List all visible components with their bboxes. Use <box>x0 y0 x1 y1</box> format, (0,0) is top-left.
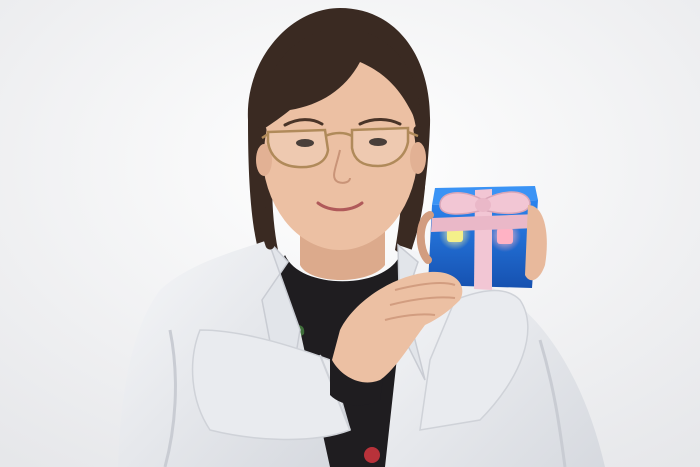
ribbon-bow-left <box>439 192 484 215</box>
right-hand-fingers <box>525 205 547 281</box>
finger-line <box>389 296 456 306</box>
led-light-pink-core <box>497 228 513 244</box>
left-hand <box>332 271 463 383</box>
eye <box>296 139 314 147</box>
sweater-flower <box>364 447 380 463</box>
right-sleeve <box>419 289 529 431</box>
finger-line <box>384 313 436 321</box>
ribbon-vertical <box>474 189 492 290</box>
hair-strand <box>253 125 275 250</box>
ribbon-knot <box>475 198 491 212</box>
eyebrow <box>358 118 402 126</box>
mouth <box>316 201 364 212</box>
right-hand-thumb <box>416 211 434 264</box>
eye <box>369 138 387 146</box>
nose <box>333 149 351 184</box>
gift-box <box>428 186 538 290</box>
ribbon-bow-right <box>482 191 531 215</box>
coat-fold <box>163 329 177 467</box>
hair-bangs <box>261 28 421 130</box>
glasses-icon <box>261 126 419 169</box>
ear <box>410 142 426 174</box>
ribbon-horizontal <box>431 214 538 232</box>
finger-line <box>394 281 456 291</box>
ear <box>256 144 272 176</box>
eyebrow <box>283 118 324 127</box>
left-sleeve <box>191 329 351 441</box>
coat-fold <box>538 339 567 467</box>
